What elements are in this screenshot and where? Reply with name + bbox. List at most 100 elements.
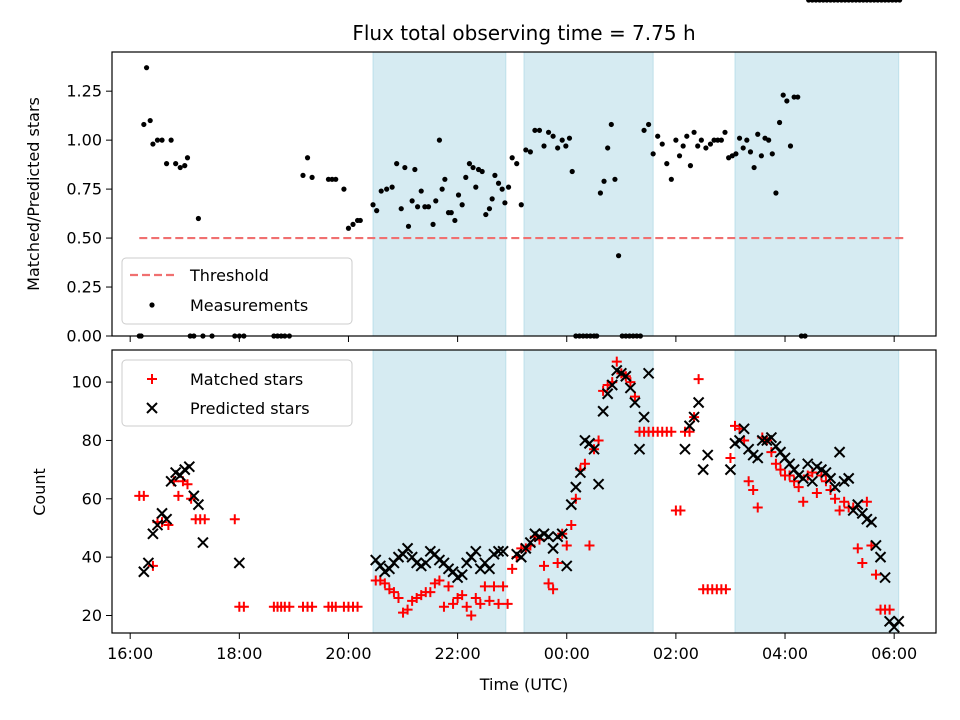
- y-tick-label: 1.00: [66, 131, 102, 150]
- measurement-point: [384, 186, 390, 192]
- matched-star-marker: [852, 543, 863, 554]
- predicted-star-marker: [692, 396, 705, 409]
- measurement-point: [676, 153, 683, 159]
- measurement-point: [722, 129, 728, 135]
- matched-star-marker: [457, 590, 468, 601]
- measurement-point: [751, 164, 757, 171]
- matched-star-marker: [775, 464, 786, 475]
- matched-star-marker: [561, 540, 572, 551]
- measurement-point: [177, 164, 183, 171]
- measurement-point: [459, 202, 465, 208]
- top-axes-frame: [111, 51, 937, 337]
- measurement-point: [563, 143, 569, 149]
- matched-star-marker: [770, 458, 781, 469]
- measurement-point: [707, 141, 714, 147]
- measurement-point: [394, 161, 400, 167]
- matched-star-marker: [199, 514, 210, 525]
- measurement-point: [773, 190, 779, 196]
- measurement-point: [680, 143, 686, 149]
- measurement-point: [687, 163, 694, 169]
- legend-label-measurements: Measurements: [190, 296, 308, 315]
- matched-star-marker: [507, 563, 518, 574]
- top-axis-ticks: 0.00 0.25 0.50 0.75 1.00 1.25: [66, 82, 895, 346]
- x-tick-label: 06:00: [871, 644, 917, 663]
- predicted-star-marker: [142, 557, 155, 569]
- measurement-point: [545, 129, 552, 135]
- matched-star-marker: [379, 578, 390, 589]
- bottom-axis-ticks: 20 40 60 80 100 16:00 18:00 20:00 22:00 00:00 02:0…: [71, 373, 917, 663]
- matched-star-marker: [425, 587, 436, 598]
- measurement-point: [150, 141, 156, 147]
- matched-star-marker: [830, 493, 841, 504]
- measurement-point: [766, 137, 772, 143]
- predicted-star-marker: [606, 379, 618, 391]
- measurement-point: [509, 155, 515, 161]
- measurement-point: [405, 223, 412, 229]
- matched-star-marker: [157, 517, 168, 528]
- measurement-point: [409, 198, 415, 204]
- matched-star-marker: [138, 490, 149, 501]
- measurement-point: [154, 137, 161, 143]
- matched-star-marker: [684, 426, 695, 437]
- predicted-star-marker: [192, 498, 205, 511]
- x-tick-label: 16:00: [107, 644, 153, 663]
- measurement-point: [787, 143, 794, 149]
- measurement-point: [173, 161, 179, 167]
- measurement-point: [559, 137, 565, 143]
- matched-star-marker: [625, 377, 636, 388]
- predicted-star-marker: [620, 370, 632, 382]
- measurement-point: [483, 211, 489, 218]
- predicted-star-marker: [629, 396, 641, 409]
- predicted-star-marker: [597, 405, 609, 417]
- bottom-panel-counts: 20 40 60 80 100 16:00 18:00 20:00 22:00 00:00 02:0…: [30, 350, 937, 663]
- measurement-point: [641, 127, 647, 133]
- measurement-point: [147, 117, 153, 124]
- matched-star-marker: [466, 610, 477, 621]
- measurement-point: [518, 202, 524, 208]
- measurement-point: [479, 168, 485, 175]
- matched-star-marker: [238, 601, 249, 612]
- matched-star-marker: [839, 496, 850, 507]
- measurement-point: [486, 206, 493, 212]
- predicted-star-marker: [688, 411, 700, 423]
- measurement-point: [541, 143, 547, 149]
- measurement-point: [418, 188, 424, 194]
- chart-title: Flux total observing time = 7.75 h: [352, 21, 695, 45]
- matched-star-marker: [488, 581, 499, 592]
- measurement-point: [448, 210, 454, 216]
- x-tick-label: 22:00: [435, 644, 481, 663]
- legend-label-matched: Matched stars: [190, 370, 303, 389]
- measurement-point: [695, 143, 701, 149]
- matched-star-marker: [857, 557, 868, 568]
- measurement-point: [673, 137, 679, 143]
- matched-star-marker: [870, 569, 881, 580]
- predicted-star-marker: [147, 528, 159, 540]
- measurement-point: [412, 166, 418, 173]
- predicted-star-marker: [565, 498, 578, 511]
- x-tick-label: 20:00: [325, 644, 371, 663]
- measurement-point: [795, 94, 801, 100]
- matched-star-marker: [284, 601, 295, 612]
- legend-label-predicted: Predicted stars: [190, 399, 310, 418]
- measurement-point: [370, 202, 376, 208]
- predicted-star-marker: [833, 446, 846, 458]
- y-tick-label: 40: [82, 548, 102, 567]
- top-shaded-intervals: [372, 51, 900, 337]
- measurement-point: [309, 174, 315, 180]
- predicted-star-marker: [829, 481, 841, 493]
- predicted-star-marker: [752, 452, 764, 464]
- measurement-point: [163, 161, 170, 167]
- matched-star-marker: [402, 604, 413, 615]
- top-panel-ratio: 0.00 0.25 0.50 0.75 1.00 1.25 Matched/Predict…: [24, 0, 937, 346]
- legend-box: [121, 359, 353, 427]
- measurement-point: [740, 145, 746, 151]
- measurement-point: [747, 149, 754, 155]
- y-tick-label: 20: [82, 606, 102, 625]
- predicted-star-marker: [188, 490, 200, 502]
- measurement-point: [733, 151, 739, 157]
- measurement-point: [439, 186, 445, 192]
- measurement-point: [736, 135, 743, 141]
- measurement-point: [389, 184, 395, 190]
- measurement-point: [345, 225, 352, 231]
